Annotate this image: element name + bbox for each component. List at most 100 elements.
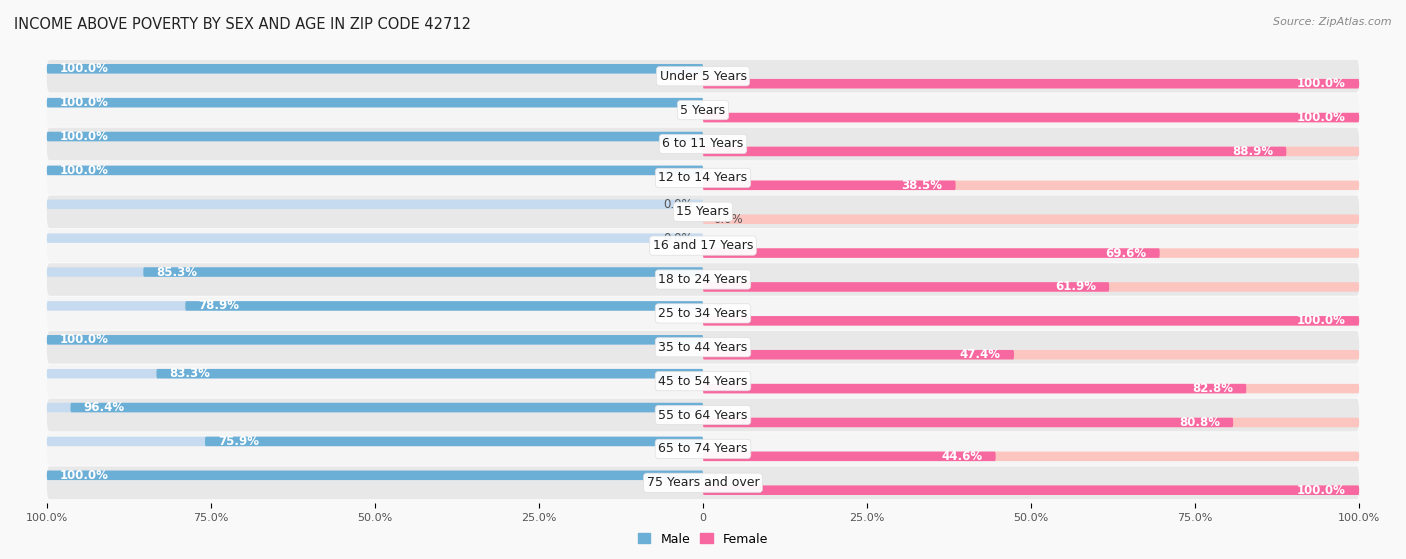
Text: 100.0%: 100.0% [60,130,108,143]
Text: 35 to 44 Years: 35 to 44 Years [658,341,748,354]
FancyBboxPatch shape [46,365,1360,397]
Text: 100.0%: 100.0% [60,62,108,75]
Text: 0.0%: 0.0% [664,198,693,211]
Text: 100.0%: 100.0% [60,469,108,482]
Text: 44.6%: 44.6% [942,450,983,463]
Text: 100.0%: 100.0% [1298,77,1346,90]
Text: 38.5%: 38.5% [901,179,942,192]
Text: 16 and 17 Years: 16 and 17 Years [652,239,754,252]
Text: 18 to 24 Years: 18 to 24 Years [658,273,748,286]
FancyBboxPatch shape [46,165,703,175]
FancyBboxPatch shape [46,369,703,378]
Text: 78.9%: 78.9% [198,300,239,312]
FancyBboxPatch shape [703,316,1360,325]
Text: 69.6%: 69.6% [1105,247,1146,259]
Text: 100.0%: 100.0% [60,164,108,177]
FancyBboxPatch shape [46,263,1360,296]
FancyBboxPatch shape [186,301,703,311]
FancyBboxPatch shape [703,418,1233,427]
FancyBboxPatch shape [70,403,703,413]
Text: 65 to 74 Years: 65 to 74 Years [658,442,748,456]
FancyBboxPatch shape [703,350,1360,359]
FancyBboxPatch shape [703,282,1109,292]
Text: 85.3%: 85.3% [156,266,197,278]
Text: 100.0%: 100.0% [1298,484,1346,497]
FancyBboxPatch shape [703,452,1360,461]
Legend: Male, Female: Male, Female [633,528,773,551]
FancyBboxPatch shape [46,433,1360,465]
Text: 100.0%: 100.0% [60,333,108,347]
FancyBboxPatch shape [703,248,1160,258]
FancyBboxPatch shape [46,267,703,277]
FancyBboxPatch shape [46,132,703,141]
FancyBboxPatch shape [46,399,1360,432]
Text: 55 to 64 Years: 55 to 64 Years [658,409,748,421]
Text: 82.8%: 82.8% [1192,382,1233,395]
FancyBboxPatch shape [703,384,1246,394]
FancyBboxPatch shape [703,248,1360,258]
Text: 15 Years: 15 Years [676,205,730,218]
FancyBboxPatch shape [46,132,703,141]
FancyBboxPatch shape [703,485,1360,495]
FancyBboxPatch shape [703,485,1360,495]
FancyBboxPatch shape [703,282,1360,292]
FancyBboxPatch shape [703,384,1360,394]
FancyBboxPatch shape [703,181,956,190]
FancyBboxPatch shape [46,229,1360,262]
FancyBboxPatch shape [703,452,995,461]
Text: 12 to 14 Years: 12 to 14 Years [658,172,748,184]
Text: 61.9%: 61.9% [1054,281,1097,293]
FancyBboxPatch shape [703,146,1360,156]
FancyBboxPatch shape [703,113,1360,122]
Text: 100.0%: 100.0% [1298,111,1346,124]
Text: 0.0%: 0.0% [664,231,693,245]
FancyBboxPatch shape [46,94,1360,126]
FancyBboxPatch shape [46,437,703,446]
Text: 45 to 54 Years: 45 to 54 Years [658,375,748,387]
FancyBboxPatch shape [46,234,703,243]
Text: 5 Years: 5 Years [681,103,725,117]
Text: 80.8%: 80.8% [1180,416,1220,429]
Text: Source: ZipAtlas.com: Source: ZipAtlas.com [1274,17,1392,27]
Text: 96.4%: 96.4% [83,401,125,414]
Text: 75.9%: 75.9% [218,435,259,448]
FancyBboxPatch shape [703,215,1360,224]
Text: 83.3%: 83.3% [170,367,211,380]
FancyBboxPatch shape [46,471,703,480]
Text: 100.0%: 100.0% [60,96,108,109]
FancyBboxPatch shape [46,196,1360,228]
FancyBboxPatch shape [703,418,1360,427]
FancyBboxPatch shape [143,267,703,277]
FancyBboxPatch shape [703,181,1360,190]
FancyBboxPatch shape [46,301,703,311]
FancyBboxPatch shape [703,146,1286,156]
FancyBboxPatch shape [46,98,703,107]
FancyBboxPatch shape [46,331,1360,363]
Text: 100.0%: 100.0% [1298,314,1346,328]
FancyBboxPatch shape [205,437,703,446]
FancyBboxPatch shape [46,165,703,175]
Text: INCOME ABOVE POVERTY BY SEX AND AGE IN ZIP CODE 42712: INCOME ABOVE POVERTY BY SEX AND AGE IN Z… [14,17,471,32]
Text: 0.0%: 0.0% [713,212,742,226]
Text: 6 to 11 Years: 6 to 11 Years [662,138,744,150]
FancyBboxPatch shape [46,403,703,413]
FancyBboxPatch shape [46,64,703,74]
FancyBboxPatch shape [703,350,1014,359]
FancyBboxPatch shape [703,79,1360,88]
FancyBboxPatch shape [46,162,1360,194]
FancyBboxPatch shape [46,64,703,74]
Text: 75 Years and over: 75 Years and over [647,476,759,489]
FancyBboxPatch shape [46,335,703,344]
FancyBboxPatch shape [46,60,1360,92]
Text: 88.9%: 88.9% [1232,145,1274,158]
Text: 47.4%: 47.4% [960,348,1001,361]
FancyBboxPatch shape [46,200,703,209]
FancyBboxPatch shape [46,335,703,344]
FancyBboxPatch shape [46,471,703,480]
FancyBboxPatch shape [703,316,1360,325]
FancyBboxPatch shape [46,98,703,107]
FancyBboxPatch shape [46,467,1360,499]
FancyBboxPatch shape [703,79,1360,88]
Text: 25 to 34 Years: 25 to 34 Years [658,307,748,320]
Text: Under 5 Years: Under 5 Years [659,70,747,83]
